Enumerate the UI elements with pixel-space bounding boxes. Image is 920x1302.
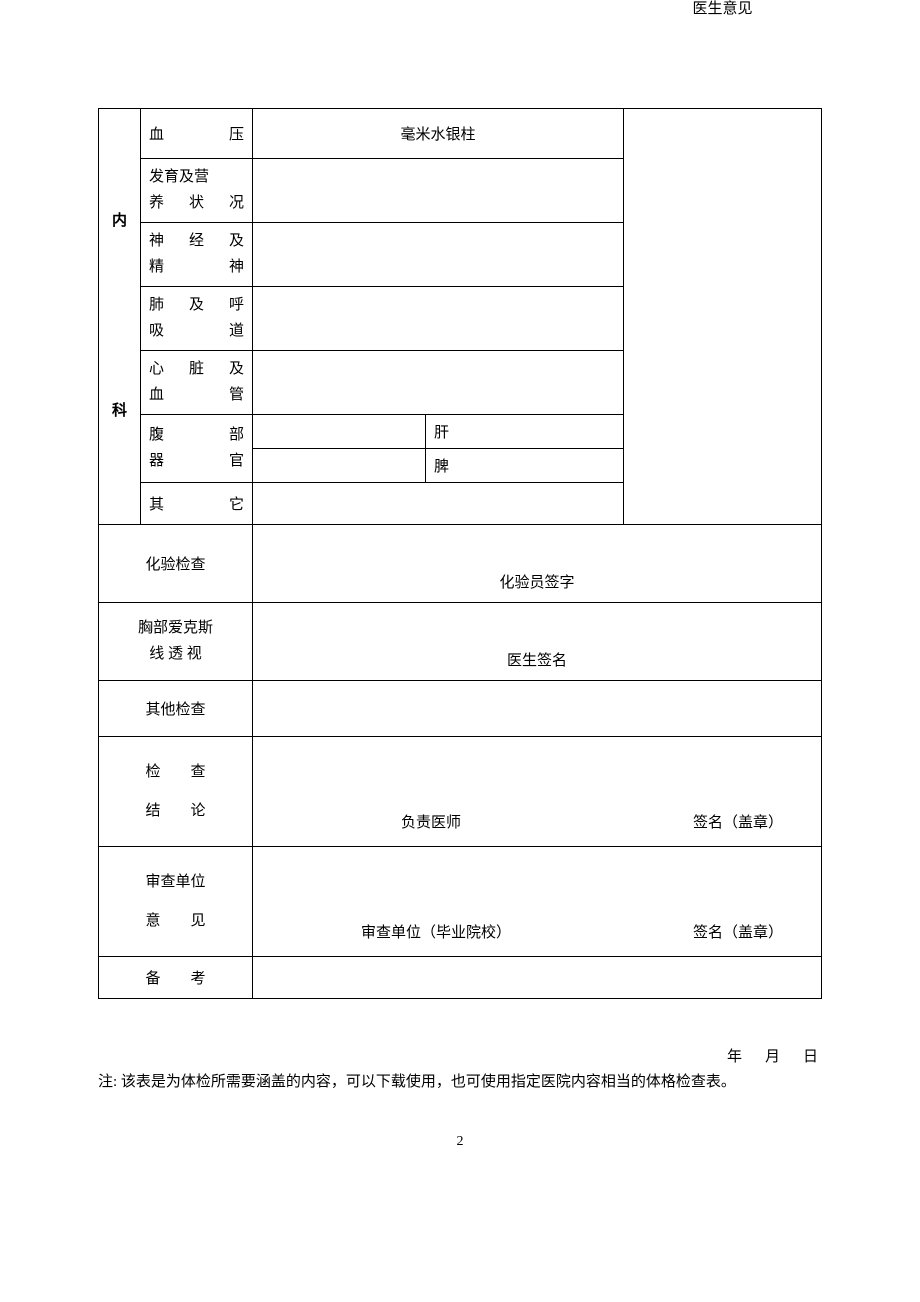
row-value-lab-test: 化验员签字 [253,525,822,603]
row-value-other-internal [253,483,624,525]
row-value-lung [253,287,624,351]
row-value-nerve [253,223,624,287]
row-abdomen-blank-2 [253,449,426,483]
section-internal-medicine: 内 科 [99,109,141,525]
review-signature-action: 签名（盖章） [693,921,783,942]
note-text: 该表是为体检所需要涵盖的内容，可以下载使用，也可使用指定医院内容相当的体格检查表… [121,1074,736,1090]
conclusion-doctor-role: 负责医师 [401,811,461,832]
row-label-lung: 肺 及 呼 吸 道 [141,287,253,351]
row-value-blood-pressure: 毫米水银柱 [253,109,624,159]
footnote: 注: 该表是为体检所需要涵盖的内容，可以下载使用，也可使用指定医院内容相当的体格… [0,1066,920,1094]
row-abdomen-liver: 肝 [425,415,623,449]
section-char-2: 科 [112,404,127,419]
row-label-lab-test: 化验检查 [99,525,253,603]
section-char-1: 内 [112,214,127,229]
conclusion-signature-action: 签名（盖章） [693,811,783,832]
lab-signature-label: 化验员签字 [499,575,574,591]
row-label-xray: 胸部爱克斯 线 透 视 [99,603,253,681]
doctor-opinion-label: 医生意见 [632,0,813,18]
row-value-development [253,159,624,223]
row-label-nerve: 神 经 及 精 神 [141,223,253,287]
row-label-other-internal: 其 它 [141,483,253,525]
row-label-heart: 心 脏 及 血 管 [141,351,253,415]
row-label-other-exam: 其他检查 [99,681,253,737]
review-unit-role: 审查单位（毕业院校） [361,921,511,942]
row-value-review-unit: 审查单位（毕业院校） 签名（盖章） [253,847,822,957]
note-prefix: 注: [98,1074,117,1090]
row-label-development: 发育及营 养 状 况 [141,159,253,223]
row-label-abdomen: 腹 部 器 官 [141,415,253,483]
row-label-review-unit: 审查单位 意 见 [99,847,253,957]
row-value-remark [253,957,822,999]
row-value-xray: 医生签名 [253,603,822,681]
date-line: 年 月 日 [0,1039,920,1066]
doctor-opinion-cell: 医生意见 [624,109,822,525]
row-label-blood-pressure: 血 压 [141,109,253,159]
medical-exam-form-table: 内 科 血 压 毫米水银柱 医生意见 发育及营 养 状 况 神 经 及 精 神 … [98,108,822,999]
row-value-conclusion: 负责医师 签名（盖章） [253,737,822,847]
row-label-conclusion: 检 查 结 论 [99,737,253,847]
xray-doctor-signature-label: 医生签名 [507,653,567,669]
row-abdomen-blank-1 [253,415,426,449]
row-value-other-exam [253,681,822,737]
row-abdomen-spleen: 脾 [425,449,623,483]
row-value-heart [253,351,624,415]
page-number: 2 [0,1134,920,1150]
bp-unit-text: 毫米水银柱 [400,127,475,143]
row-label-remark: 备 考 [99,957,253,999]
